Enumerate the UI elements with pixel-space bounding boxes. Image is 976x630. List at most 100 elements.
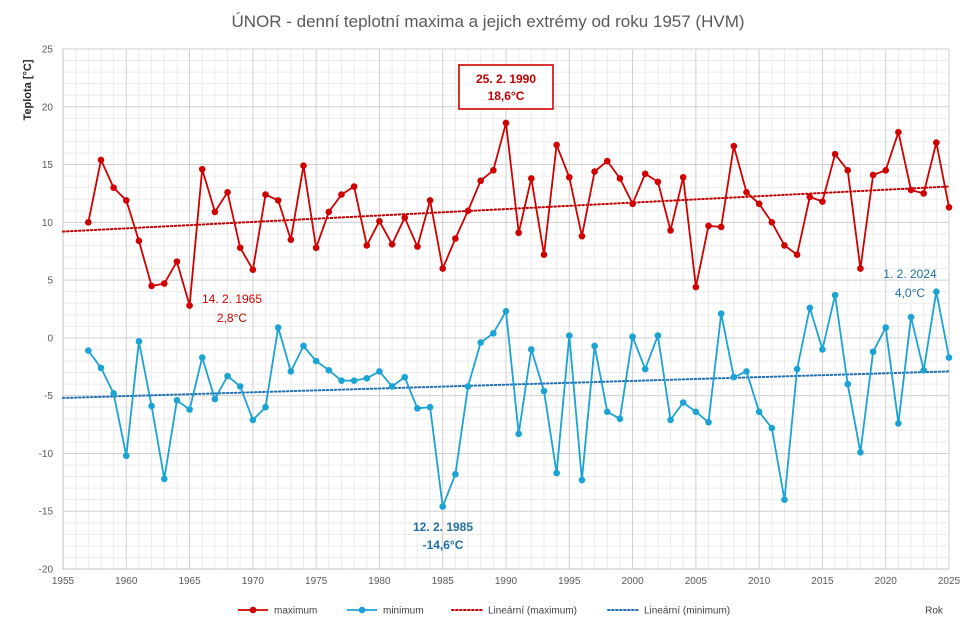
data-point-minimum — [224, 372, 231, 380]
data-point-maximum — [857, 265, 864, 272]
data-point-minimum — [667, 416, 674, 424]
x-axis-label: Rok — [925, 606, 944, 617]
data-point-minimum — [452, 470, 459, 478]
data-point-maximum — [540, 251, 548, 258]
data-point-maximum — [667, 227, 674, 234]
x-tick-label: 1965 — [178, 576, 201, 587]
x-tick-label: 2005 — [685, 576, 708, 587]
data-point-minimum — [363, 375, 371, 382]
data-point-minimum — [933, 288, 940, 295]
x-tick-label: 2010 — [748, 576, 771, 587]
data-point-maximum — [553, 141, 560, 149]
data-point-maximum — [882, 167, 890, 174]
data-point-minimum — [755, 408, 763, 416]
data-point-maximum — [160, 280, 168, 287]
legend: maximum minimum Lineární (maximum) Lineární… — [238, 606, 944, 617]
data-point-maximum — [312, 244, 320, 252]
data-point-minimum — [338, 377, 345, 384]
data-point-minimum — [528, 346, 535, 353]
trendlines — [62, 185, 950, 399]
x-tick-label: 1970 — [242, 576, 265, 587]
data-point-maximum — [502, 119, 510, 127]
annotation-value-max-low: 2,8°C — [217, 311, 247, 325]
data-point-maximum — [717, 223, 725, 231]
data-point-maximum — [211, 208, 219, 216]
data-point-minimum — [679, 399, 687, 406]
y-tick-label: -5 — [44, 391, 53, 402]
legend-label: minimum — [383, 606, 424, 617]
data-point-maximum — [287, 236, 295, 243]
trendline-minimum — [62, 370, 950, 399]
data-point-minimum — [793, 365, 801, 373]
data-point-minimum — [920, 366, 927, 374]
annotation-date-min-high: 1. 2. 2024 — [883, 267, 937, 281]
data-point-maximum — [198, 165, 206, 173]
data-point-maximum — [452, 235, 459, 242]
data-point-maximum — [515, 229, 522, 237]
chart-title: ÚNOR - denní teplotní maxima a jejich ex… — [231, 12, 744, 31]
y-tick-label: -10 — [39, 449, 54, 460]
data-point-maximum — [122, 197, 130, 204]
y-tick-label: 5 — [47, 276, 53, 287]
data-point-minimum — [692, 408, 700, 416]
data-point-maximum — [110, 184, 117, 191]
annotation-box-max-record — [458, 64, 554, 110]
data-point-minimum — [414, 405, 421, 412]
data-point-maximum — [338, 191, 345, 198]
data-point-minimum — [198, 354, 206, 361]
data-point-minimum — [148, 402, 155, 410]
data-point-maximum — [895, 128, 902, 136]
x-tick-label: 1955 — [52, 576, 75, 587]
data-point-maximum — [325, 208, 333, 216]
data-point-minimum — [376, 368, 383, 375]
data-point-minimum — [603, 408, 611, 416]
data-point-maximum — [755, 200, 763, 208]
legend-marker-maximum — [249, 606, 257, 614]
data-point-minimum — [869, 348, 877, 356]
data-point-minimum — [122, 452, 130, 460]
data-point-minimum — [819, 346, 826, 353]
data-point-minimum — [490, 329, 497, 337]
data-point-maximum — [730, 142, 738, 150]
annotation-date-min-record: 12. 2. 1985 — [413, 520, 473, 534]
annotation-date-max-low: 14. 2. 1965 — [202, 292, 262, 306]
data-point-minimum — [135, 338, 143, 345]
data-point-minimum — [857, 448, 864, 456]
data-point-maximum — [629, 200, 636, 208]
data-point-minimum — [565, 332, 573, 339]
data-point-maximum — [249, 266, 257, 274]
data-point-maximum — [565, 173, 573, 181]
data-point-maximum — [591, 168, 598, 175]
data-point-minimum — [274, 324, 282, 331]
data-point-minimum — [300, 342, 307, 350]
y-tick-label: -20 — [39, 565, 54, 576]
data-point-maximum — [920, 190, 927, 197]
data-point-minimum — [515, 430, 522, 438]
data-point-maximum — [781, 242, 788, 249]
data-point-minimum — [629, 333, 636, 341]
data-point-minimum — [654, 332, 662, 339]
data-point-maximum — [388, 240, 396, 248]
x-tick-label: 1985 — [432, 576, 455, 587]
data-point-minimum — [882, 324, 890, 331]
data-point-maximum — [414, 243, 421, 250]
data-point-maximum — [439, 265, 447, 272]
data-point-maximum — [806, 193, 814, 201]
data-point-minimum — [705, 418, 712, 426]
data-point-minimum — [540, 387, 548, 395]
data-point-maximum — [224, 188, 231, 196]
data-point-minimum — [160, 475, 168, 483]
trendline-maximum — [62, 185, 950, 233]
series — [85, 119, 953, 510]
data-point-minimum — [287, 368, 295, 375]
data-point-minimum — [806, 304, 814, 312]
data-point-maximum — [97, 156, 105, 164]
grid — [62, 48, 950, 570]
data-point-minimum — [236, 383, 244, 390]
data-point-maximum — [236, 244, 244, 252]
data-point-maximum — [869, 171, 877, 179]
data-point-maximum — [148, 282, 155, 290]
data-point-maximum — [490, 167, 497, 174]
y-axis-label: Teplota [°C] — [22, 59, 34, 120]
